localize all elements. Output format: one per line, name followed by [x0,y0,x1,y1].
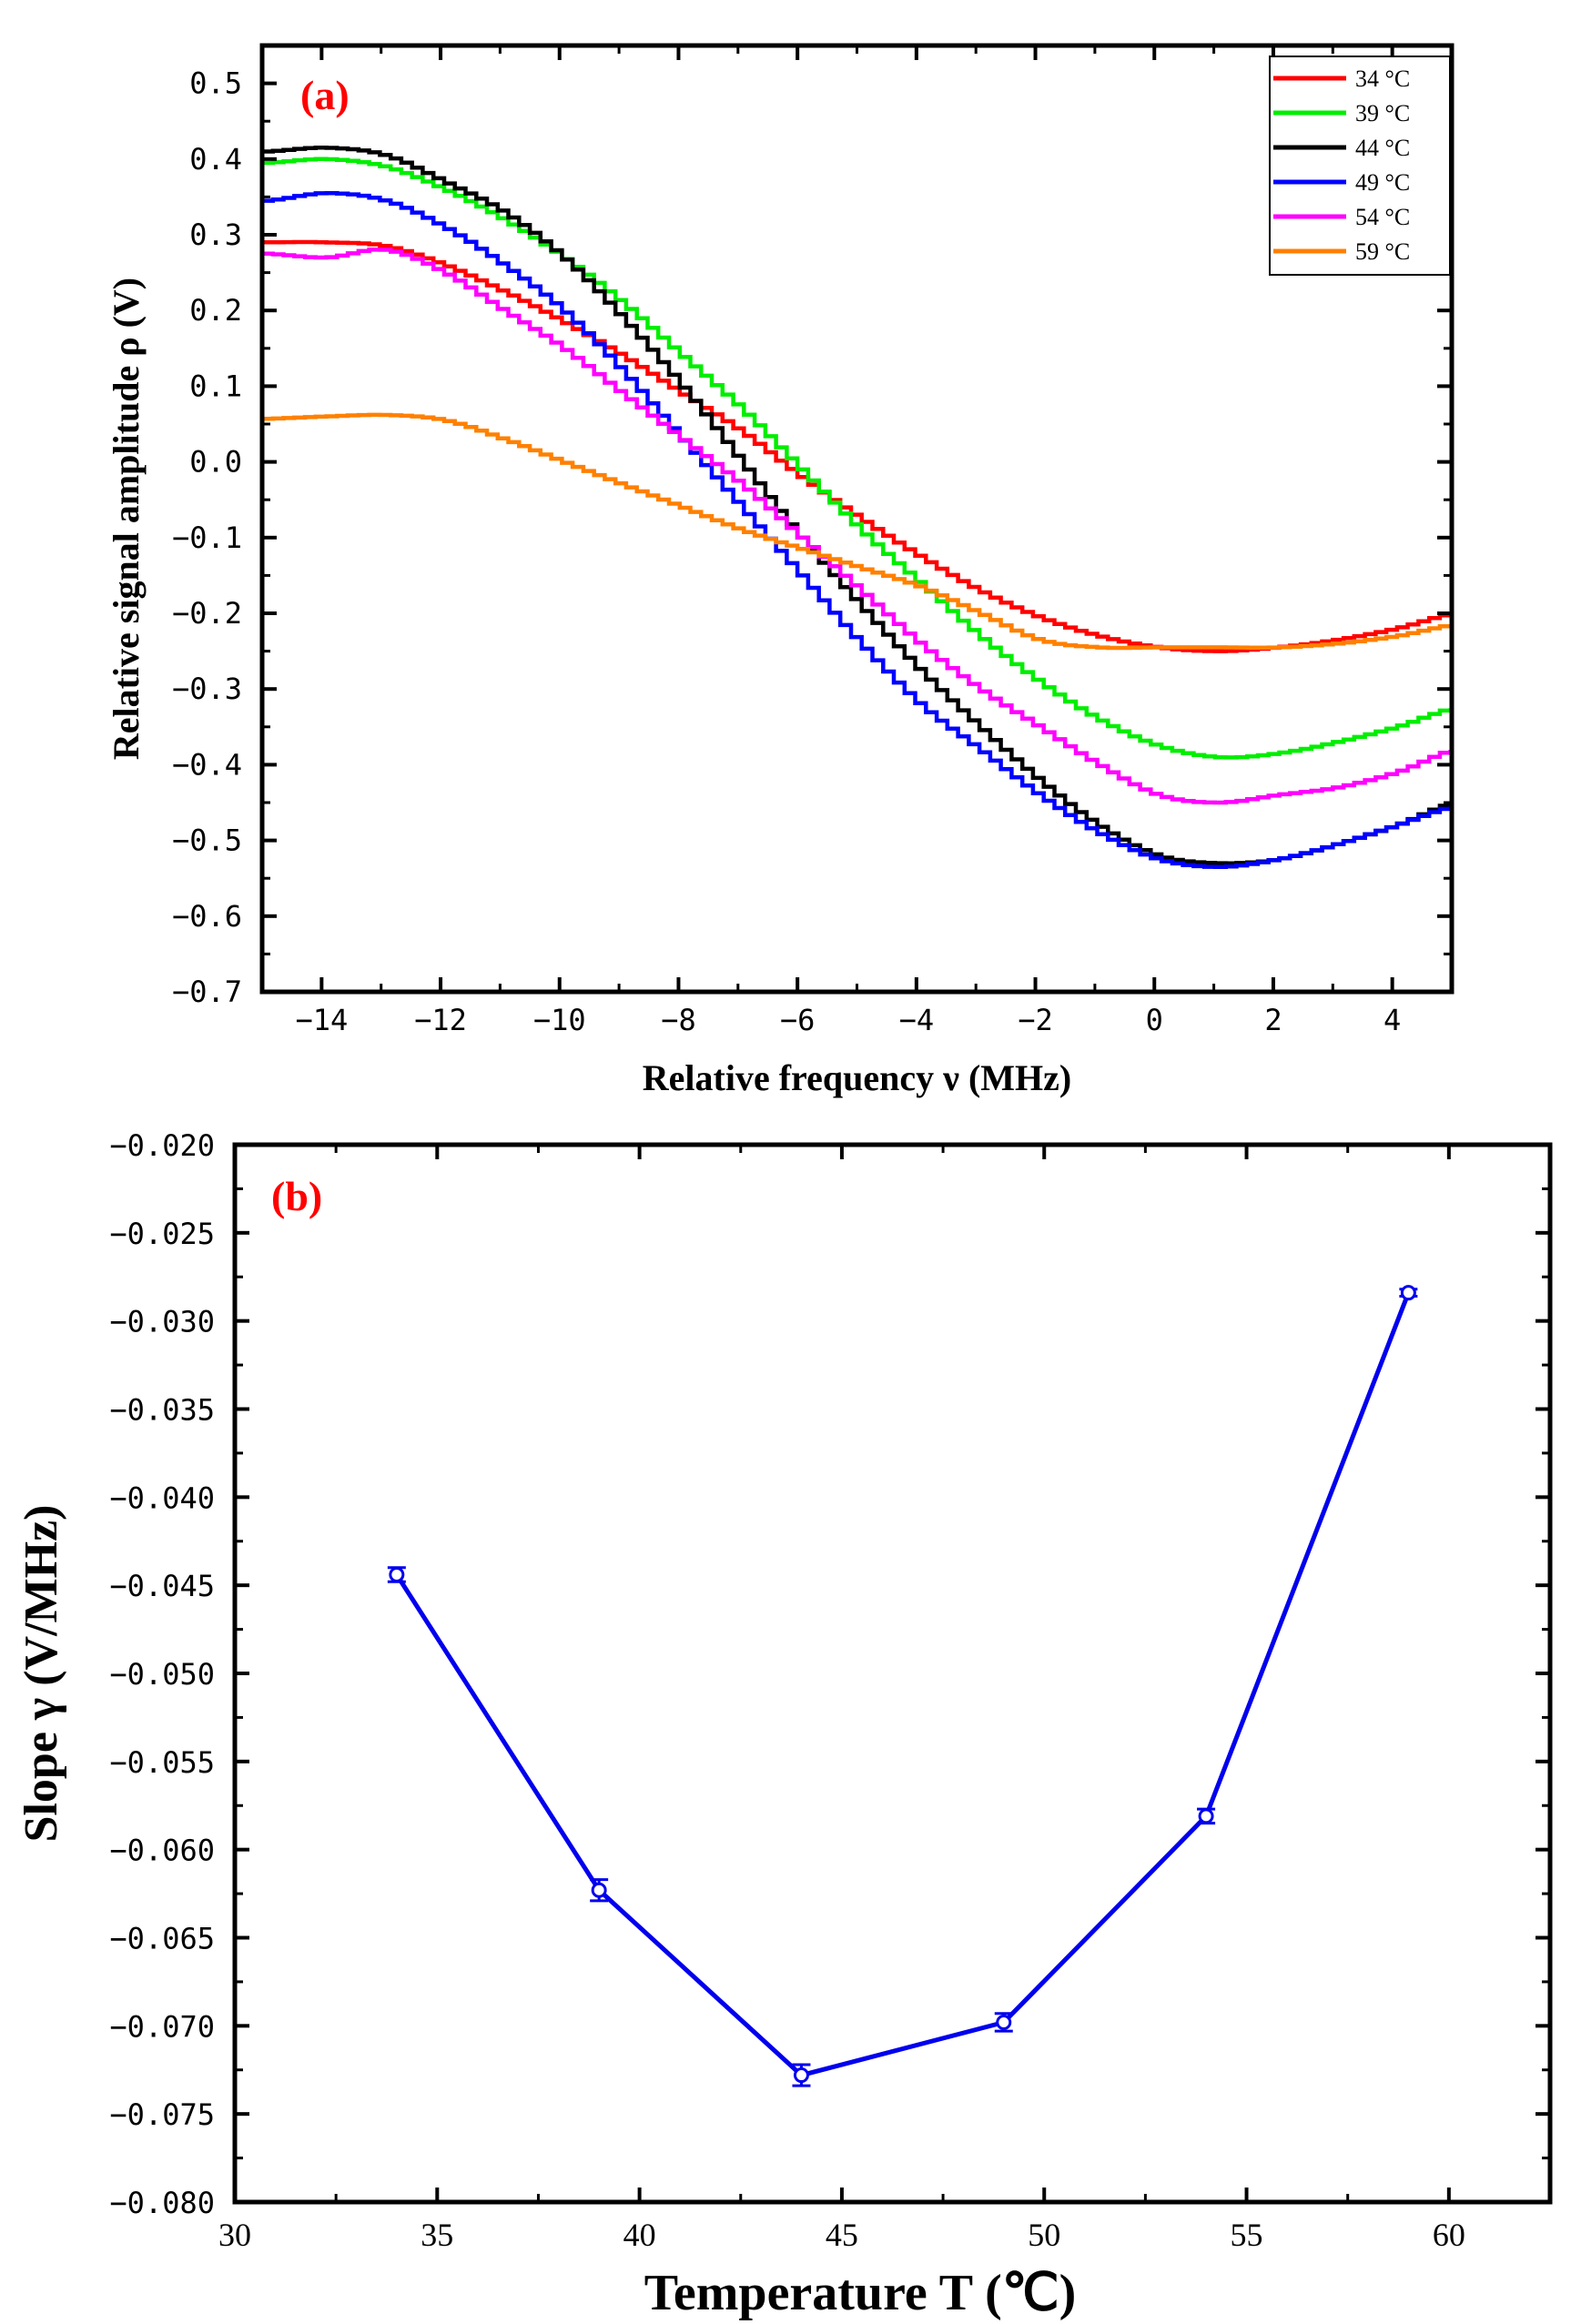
y-tick-label: −0.5 [172,824,242,858]
panel-a-ticks: −14 −12 −10 −8 −6 −4 −2 0 2 4 0.5 0.4 0.3 0.2 0.1 0.0 −0… [172,45,1454,1037]
y-tick-label: −0.045 [109,1569,215,1603]
y-tick-label: −0.4 [172,747,242,782]
series-line-49 [262,191,1453,869]
x-tick-label: 35 [421,2217,453,2253]
x-tick-label: 30 [218,2217,251,2253]
y-tick-label: −0.1 [172,520,242,555]
x-tick-label: 50 [1028,2217,1060,2253]
slope-line [394,1291,1411,2078]
y-tick-label: −0.065 [109,1922,215,1956]
panel-b-label: (b) [271,1173,322,1219]
legend-label: 59 °C [1355,238,1410,265]
legend-label: 54 °C [1355,204,1410,230]
y-tick-label: −0.3 [172,672,242,706]
x-tick-label: −12 [414,1003,467,1037]
y-tick-label: −0.030 [109,1305,215,1339]
data-point [793,2067,809,2084]
panel-b-frame [232,1142,1553,2205]
data-point-group [387,1566,406,1583]
x-tick-label: 4 [1383,1003,1401,1037]
x-tick-label: 0 [1146,1003,1163,1037]
y-tick-label: −0.035 [109,1393,215,1428]
panel-b-x-axis-title: Temperature T (℃) [644,2265,1077,2321]
panel-b-y-axis-title: Slope γ (V/MHz) [15,1505,67,1843]
y-tick-label: 0.4 [189,142,242,177]
panel-a-y-axis-title: Relative signal amplitude ρ (V) [106,278,147,760]
y-tick-label: 0.2 [189,293,242,328]
data-point [1198,1808,1214,1824]
panel-a-x-axis-title: Relative frequency ν (MHz) [643,1057,1071,1098]
y-tick-label: −0.055 [109,1745,215,1780]
data-point-group [590,1878,609,1903]
legend-label: 34 °C [1355,66,1410,92]
y-tick-label: −0.080 [109,2186,215,2220]
legend-label: 49 °C [1355,169,1410,196]
y-tick-label: 0.5 [189,66,242,101]
x-tick-label: 55 [1231,2217,1263,2253]
x-tick-label: 2 [1264,1003,1282,1037]
panel-a-legend: 34 °C 39 °C 44 °C 49 °C 54 °C 59 °C [1269,56,1451,276]
data-point-group [1197,1807,1216,1825]
y-tick-label: −0.025 [109,1217,215,1251]
panel-a: −14 −12 −10 −8 −6 −4 −2 0 2 4 0.5 0.4 0.3 0.2 0.1 0.0 −0… [106,43,1454,1098]
legend-label: 44 °C [1355,135,1410,161]
data-point-group [994,2012,1013,2033]
data-point-group [1399,1285,1418,1301]
x-tick-label: 45 [826,2217,858,2253]
x-tick-label: −10 [533,1003,586,1037]
series-line-59 [262,412,1453,651]
x-tick-label: −14 [295,1003,348,1037]
data-point [1400,1285,1416,1301]
data-point [996,2014,1012,2030]
panel-a-label: (a) [300,72,350,118]
series-line-54 [262,248,1453,805]
x-tick-label: −2 [1018,1003,1053,1037]
series-line-34 [262,239,1453,653]
panel-b: 30 35 40 45 50 55 60 −0.020 −0.025 −0.030 −0.035 −0… [15,1128,1553,2321]
y-tick-label: −0.040 [109,1480,215,1515]
y-tick-label: 0.3 [189,217,242,252]
x-tick-label: 40 [623,2217,656,2253]
y-tick-label: −0.060 [109,1834,215,1868]
y-tick-label: −0.7 [172,975,242,1009]
y-tick-label: 0.1 [189,369,242,403]
y-tick-label: −0.050 [109,1657,215,1692]
x-tick-label: −6 [780,1003,816,1037]
series-line-39 [262,157,1453,760]
x-tick-label: 60 [1433,2217,1465,2253]
panel-b-ticks: 30 35 40 45 50 55 60 −0.020 −0.025 −0.030 −0.035 −0… [109,1128,1550,2253]
y-tick-label: 0.0 [189,445,242,480]
data-point [389,1567,405,1583]
panel-a-plot-area [262,145,1453,869]
legend-box [1269,56,1451,276]
y-tick-label: −0.070 [109,2009,215,2044]
panel-b-plot-area [387,1285,1418,2087]
data-point-group [792,2063,811,2087]
data-point [591,1882,607,1898]
legend-label: 39 °C [1355,100,1410,126]
x-tick-label: −8 [661,1003,696,1037]
y-tick-label: −0.2 [172,596,242,631]
y-tick-label: −0.020 [109,1128,215,1163]
y-tick-label: −0.075 [109,2097,215,2132]
x-tick-label: −4 [899,1003,935,1037]
y-tick-label: −0.6 [172,899,242,934]
